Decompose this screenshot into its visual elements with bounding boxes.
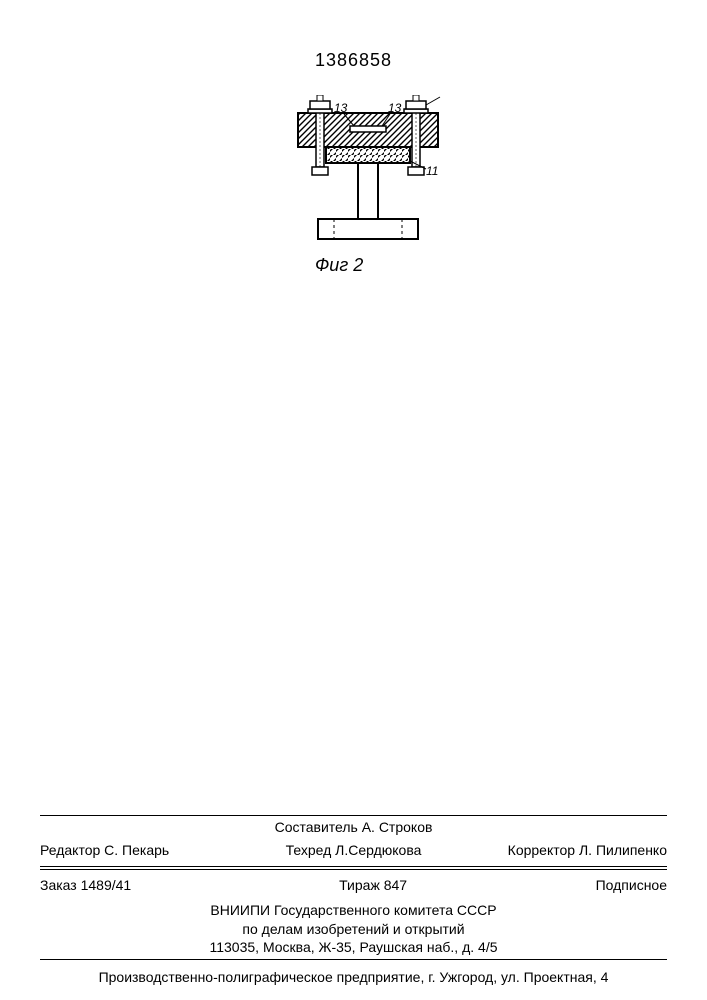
svg-text:12: 12	[440, 95, 448, 98]
double-rule	[40, 866, 667, 870]
podpisnoe: Подписное	[471, 876, 667, 895]
order-row: Заказ 1489/41 Тираж 847 Подписное	[40, 874, 667, 899]
svg-text:13: 13	[334, 101, 348, 115]
corrector-label: Корректор	[508, 842, 575, 858]
figure-svg: 13 13 12 11	[288, 95, 448, 255]
tirazh: Тираж 847	[275, 876, 471, 895]
rule	[40, 815, 667, 816]
figure-2: 13 13 12 11	[288, 95, 448, 260]
tech-editor-name: Л.Сердюкова	[335, 842, 421, 858]
committee: ВНИИПИ Государственного комитета СССР по…	[40, 901, 667, 958]
order-number: Заказ 1489/41	[40, 876, 275, 895]
figure-caption: Фиг 2	[315, 255, 363, 276]
composer-line: Составитель А. Строков	[40, 818, 667, 837]
editor-cell: Редактор С. Пекарь	[40, 841, 249, 860]
tech-editor-label: Техред	[286, 842, 332, 858]
printer-line: Производственно-полиграфическое предприя…	[40, 968, 667, 987]
corrector-name: Л. Пилипенко	[579, 842, 667, 858]
corrector-cell: Корректор Л. Пилипенко	[458, 841, 667, 860]
rule	[40, 959, 667, 960]
committee-line-2: по делам изобретений и открытий	[40, 920, 667, 939]
tech-editor-cell: Техред Л.Сердюкова	[249, 841, 458, 860]
committee-line-1: ВНИИПИ Государственного комитета СССР	[40, 901, 667, 920]
page-number: 1386858	[0, 50, 707, 71]
editor-label: Редактор	[40, 842, 100, 858]
editor-name: С. Пекарь	[104, 842, 169, 858]
svg-text:13: 13	[388, 101, 402, 115]
svg-text:11: 11	[426, 164, 438, 178]
footer-block: Составитель А. Строков Редактор С. Пекар…	[40, 815, 667, 987]
committee-line-3: 113035, Москва, Ж-35, Раушская наб., д. …	[40, 938, 667, 957]
credit-row: Редактор С. Пекарь Техред Л.Сердюкова Ко…	[40, 839, 667, 864]
